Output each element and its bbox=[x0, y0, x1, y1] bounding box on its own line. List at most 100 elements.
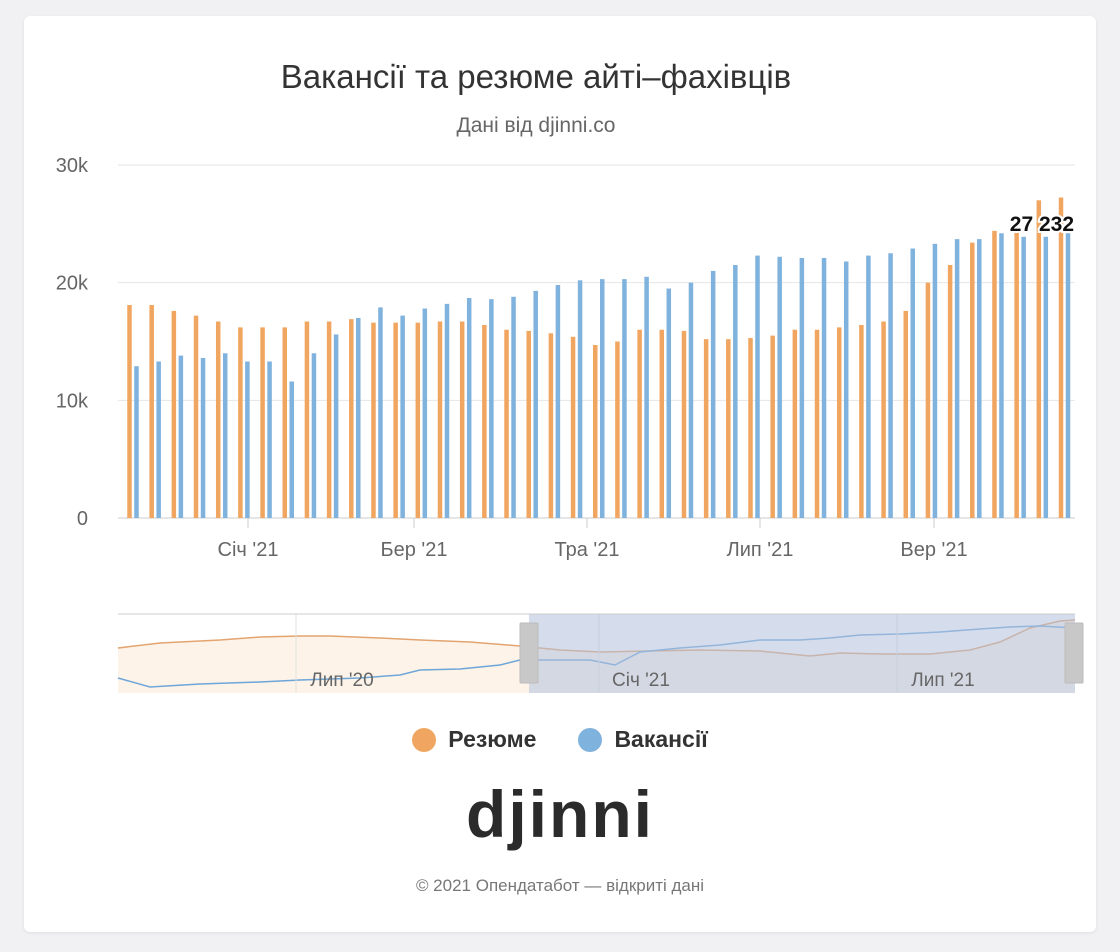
legend-label-resume: Резюме bbox=[448, 726, 537, 752]
bar-resume bbox=[859, 325, 864, 518]
bar-resume bbox=[304, 321, 310, 518]
bar-resume bbox=[193, 315, 199, 518]
x-tick-label: Бер '21 bbox=[381, 539, 448, 561]
bar-vacancies bbox=[1021, 236, 1026, 518]
bar-vacancies bbox=[888, 253, 893, 518]
chart-subtitle: Дані від djinni.co bbox=[456, 114, 616, 137]
legend-label-vacancies: Вакансії bbox=[614, 726, 708, 752]
x-tick-label: Тра '21 bbox=[555, 539, 620, 561]
bar-resume bbox=[282, 327, 287, 518]
navigator-handle-right[interactable] bbox=[1064, 622, 1084, 684]
bar-vacancies bbox=[134, 366, 139, 518]
bar-resume bbox=[836, 327, 842, 518]
bar-resume bbox=[637, 329, 642, 518]
bar-vacancies bbox=[466, 297, 472, 518]
data-label-last: 27 232 bbox=[1010, 213, 1074, 236]
bar-resume bbox=[925, 282, 931, 518]
navigator-handle-left[interactable] bbox=[519, 622, 539, 684]
bar-resume bbox=[415, 322, 421, 518]
navigator-tick-label: Лип '20 bbox=[310, 670, 373, 691]
bar-resume bbox=[437, 321, 443, 518]
bar-vacancies bbox=[356, 317, 361, 518]
bar-vacancies bbox=[1043, 236, 1049, 518]
bar-resume bbox=[814, 329, 820, 518]
x-tick-label: Вер '21 bbox=[900, 539, 967, 561]
footer-copyright: © 2021 Опендатабот — відкриті дані bbox=[415, 876, 705, 895]
bar-vacancies bbox=[866, 255, 871, 518]
bar-resume bbox=[992, 230, 997, 519]
bar-vacancies bbox=[843, 261, 849, 518]
navigator-tick-label: Січ '21 bbox=[612, 670, 670, 691]
x-tick-label: Лип '21 bbox=[727, 539, 794, 561]
bar-vacancies bbox=[489, 299, 494, 518]
bar-resume bbox=[127, 305, 132, 518]
bar-resume bbox=[215, 321, 221, 518]
bar-vacancies bbox=[622, 279, 627, 518]
bar-vacancies bbox=[799, 257, 805, 518]
bar-resume bbox=[1058, 197, 1064, 518]
bar-resume bbox=[482, 325, 487, 518]
bar-resume bbox=[149, 305, 154, 518]
bar-resume bbox=[615, 341, 620, 518]
bar-vacancies bbox=[977, 239, 982, 518]
bar-resume bbox=[593, 345, 598, 518]
legend-dot-vacancies bbox=[578, 727, 603, 752]
bar-resume bbox=[903, 310, 908, 518]
x-tick-label: Січ '21 bbox=[218, 539, 279, 561]
chart-svg: 0 10k 20k 30k Січ '21 Бер '21 Тра '21 Лип '21 Ве… bbox=[56, 155, 1084, 693]
bar-vacancies bbox=[755, 255, 760, 518]
bar-vacancies bbox=[178, 355, 184, 518]
bar-vacancies bbox=[1065, 233, 1071, 518]
bar-resume bbox=[792, 329, 798, 518]
legend-item-resume[interactable]: Резюме bbox=[412, 726, 536, 753]
bar-vacancies bbox=[821, 257, 827, 518]
bar-resume bbox=[504, 329, 509, 518]
bar-vacancies bbox=[999, 233, 1004, 518]
bar-vacancies bbox=[444, 303, 450, 518]
bar-resume bbox=[371, 322, 376, 518]
bar-vacancies bbox=[378, 307, 383, 518]
bar-resume bbox=[770, 335, 775, 518]
bar-vacancies bbox=[777, 256, 782, 518]
bar-vacancies bbox=[400, 315, 405, 518]
bar-resume bbox=[703, 339, 709, 518]
chart-title: Вакансії та резюме айті–фахівців bbox=[280, 58, 792, 95]
bar-vacancies bbox=[200, 357, 206, 518]
bar-resume bbox=[171, 310, 177, 518]
bar-resume bbox=[970, 242, 975, 518]
bar-vacancies bbox=[222, 353, 228, 518]
bar-vacancies bbox=[688, 282, 694, 518]
bar-resume bbox=[570, 336, 576, 518]
y-tick-label: 20k bbox=[56, 273, 89, 295]
legend-dot-resume bbox=[412, 727, 437, 752]
bar-vacancies bbox=[422, 308, 428, 518]
bar-resume bbox=[393, 322, 398, 518]
navigator-mask bbox=[529, 614, 1075, 693]
y-tick-label: 0 bbox=[77, 508, 88, 530]
bar-vacancies bbox=[311, 353, 317, 518]
bar-resume bbox=[726, 339, 731, 518]
legend-item-vacancies[interactable]: Вакансії bbox=[578, 726, 708, 753]
bar-resume bbox=[548, 333, 554, 518]
bar-vacancies bbox=[156, 361, 161, 518]
bar-vacancies bbox=[644, 276, 649, 518]
bar-vacancies bbox=[710, 270, 716, 518]
bar-vacancies bbox=[267, 361, 272, 518]
bar-resume bbox=[681, 330, 687, 518]
bar-resume bbox=[260, 327, 265, 518]
djinni-logo: djinni bbox=[466, 777, 654, 851]
bar-resume bbox=[1014, 215, 1019, 518]
navigator-tick-label: Лип '21 bbox=[911, 670, 974, 691]
bar-vacancies bbox=[555, 285, 561, 518]
legend: Резюме Вакансії bbox=[0, 726, 1120, 753]
bar-vacancies bbox=[910, 248, 915, 518]
bar-resume bbox=[947, 265, 953, 518]
bar-vacancies bbox=[666, 288, 672, 518]
bar-resume bbox=[349, 319, 354, 518]
y-tick-label: 10k bbox=[56, 390, 89, 412]
bar-vacancies bbox=[733, 265, 738, 518]
y-tick-label: 30k bbox=[56, 155, 89, 177]
bar-resume bbox=[748, 337, 753, 518]
bar-resume bbox=[659, 329, 665, 518]
bar-vacancies bbox=[932, 243, 938, 518]
